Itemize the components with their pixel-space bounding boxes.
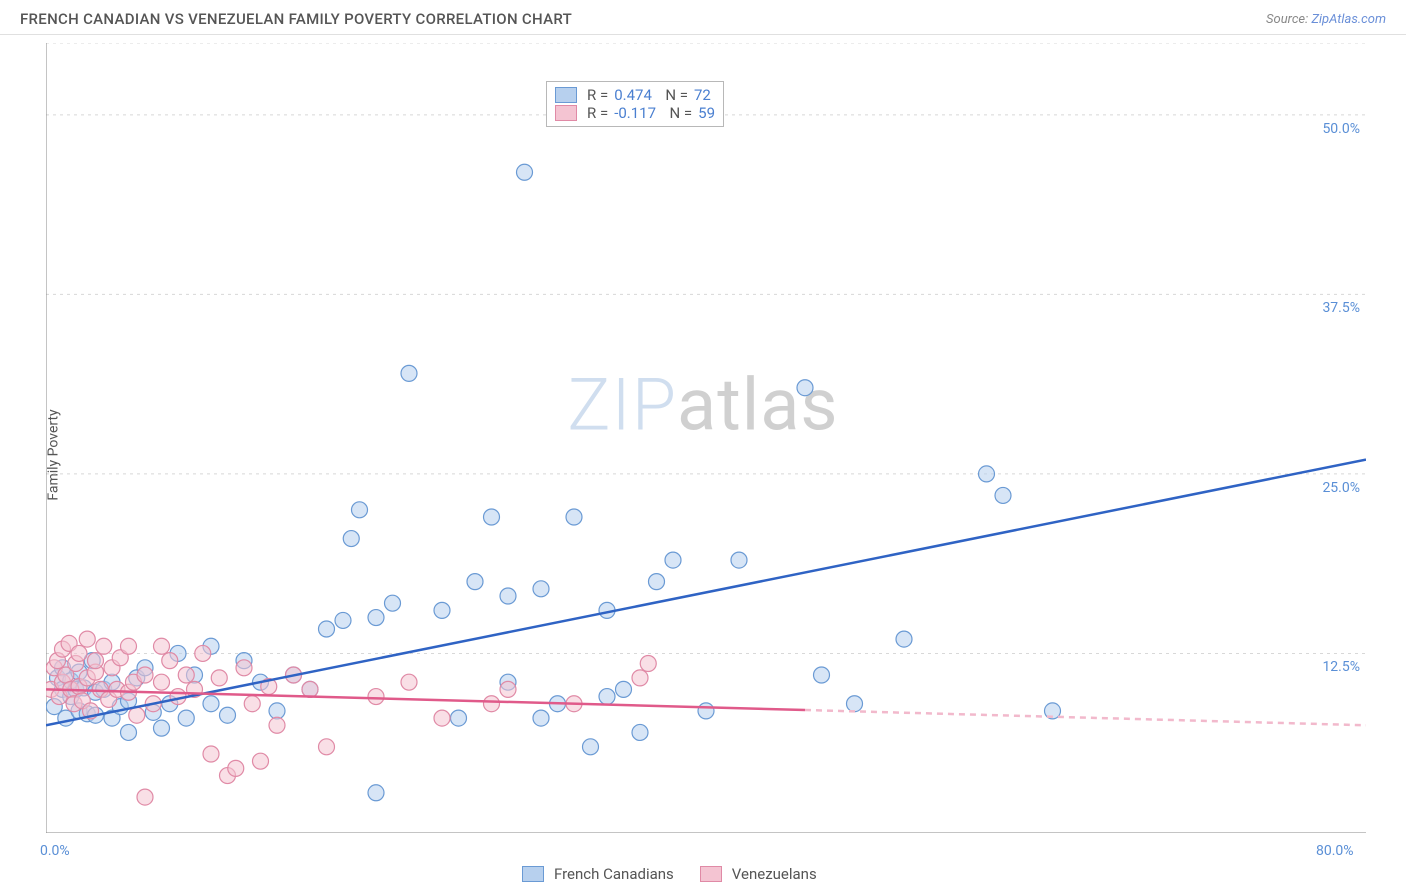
swatch-series-1 [555,105,577,121]
source-link[interactable]: ZipAtlas.com [1311,12,1386,27]
x-tick-label: 80.0% [1316,843,1354,859]
chart-title: FRENCH CANADIAN VS VENEZUELAN FAMILY POV… [20,10,572,28]
chart-header: FRENCH CANADIAN VS VENEZUELAN FAMILY POV… [0,0,1406,35]
scatter-plot [46,43,1366,833]
legend-row-series-1: R = -0.117 N = 59 [555,104,715,122]
y-tick-label: 12.5% [1306,659,1360,675]
y-tick-label: 50.0% [1306,121,1360,137]
chart-area: Family Poverty ZIPatlas R = 0.474 N = 72… [0,35,1406,875]
swatch-bottom-0 [522,866,544,882]
correlation-legend: R = 0.474 N = 72 R = -0.117 N = 59 [546,81,724,127]
x-tick-label: 0.0% [40,843,70,859]
source-label: Source: ZipAtlas.com [1266,12,1386,27]
swatch-series-0 [555,87,577,103]
legend-item-series-0: French Canadians [522,865,674,883]
y-tick-label: 37.5% [1306,300,1360,316]
legend-item-series-1: Venezuelans [700,865,817,883]
series-legend: French Canadians Venezuelans [522,865,817,883]
swatch-bottom-1 [700,866,722,882]
y-tick-label: 25.0% [1306,480,1360,496]
legend-row-series-0: R = 0.474 N = 72 [555,86,715,104]
